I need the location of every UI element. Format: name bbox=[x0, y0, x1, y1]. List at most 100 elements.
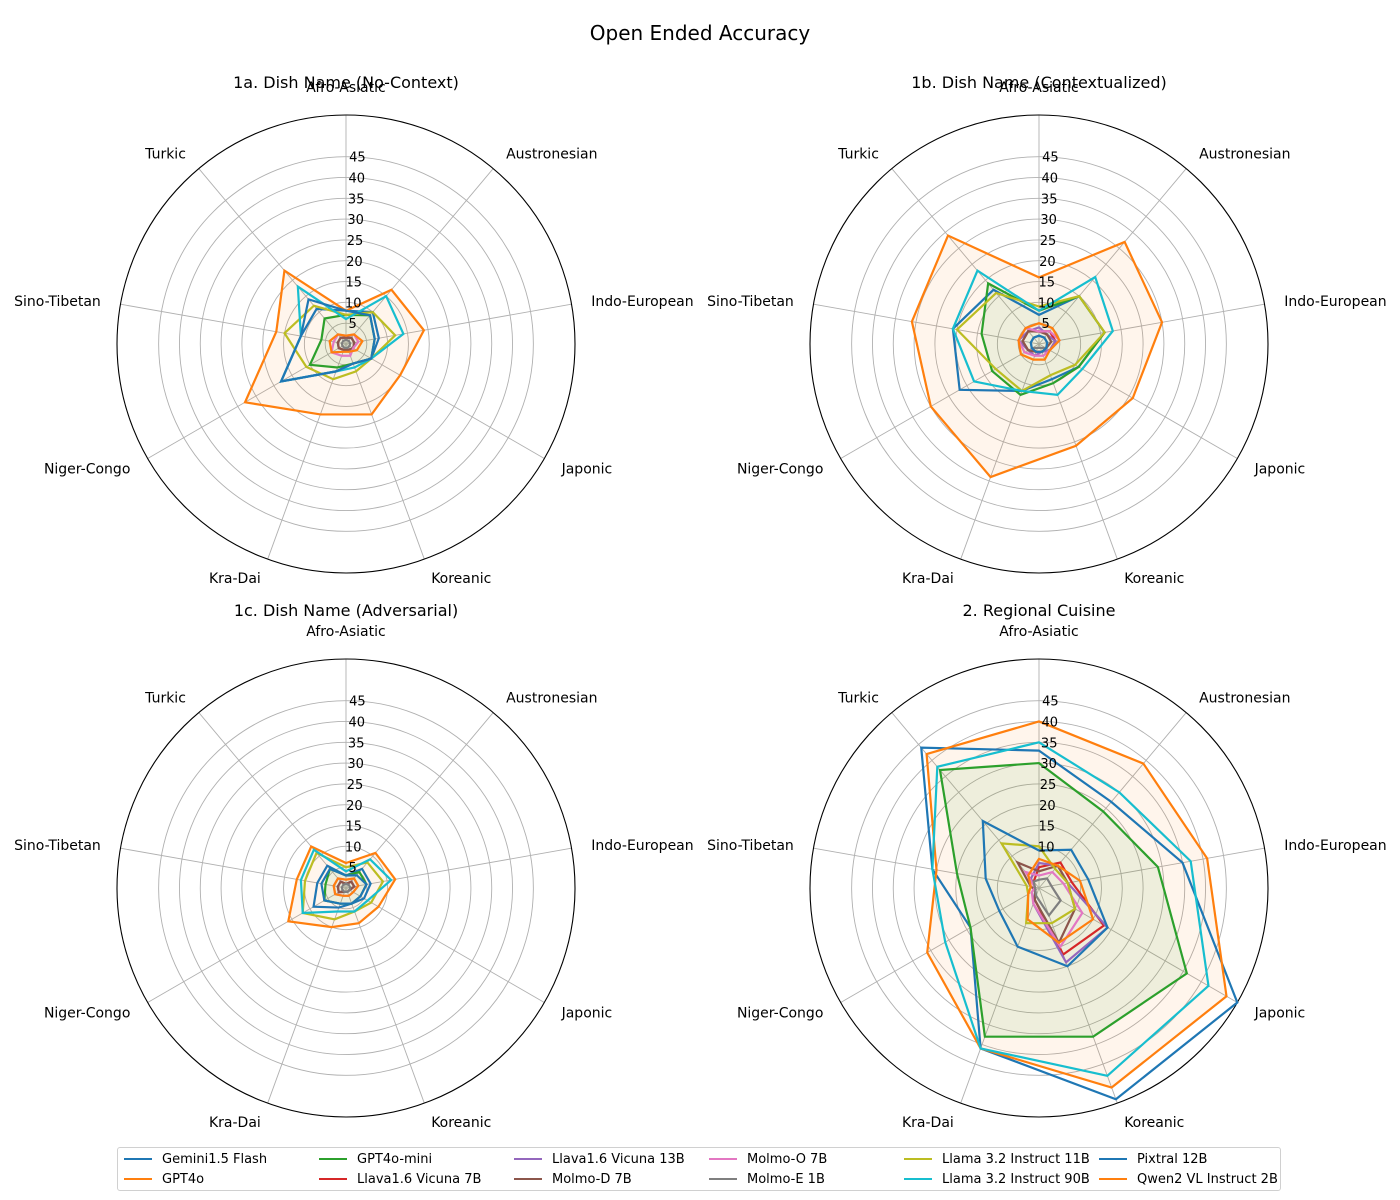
panel-title: 2. Regional Cuisine bbox=[963, 601, 1116, 620]
grid-spoke bbox=[840, 887, 1040, 1003]
category-label-japonic: Japonic bbox=[561, 462, 613, 478]
series-line-pixtral-12b bbox=[320, 867, 368, 905]
legend-swatch bbox=[1099, 1158, 1127, 1160]
radial-tick-label: 20 bbox=[346, 799, 363, 814]
grid-spoke bbox=[120, 847, 347, 889]
radial-tick-label: 30 bbox=[1040, 757, 1057, 772]
grid-spoke bbox=[813, 847, 1040, 889]
radial-tick-label: 25 bbox=[1040, 778, 1057, 793]
legend-item-llama-3-2-instruct-11b: Llama 3.2 Instruct 11B bbox=[904, 1149, 1090, 1169]
series-line-pixtral-12b bbox=[1029, 334, 1049, 353]
legend-label: Llava1.6 Vicuna 13B bbox=[552, 1151, 685, 1167]
legend-item-molmo-d-7b: Molmo-D 7B bbox=[514, 1169, 632, 1189]
category-label-austronesian: Austronesian bbox=[1199, 146, 1290, 162]
legend-swatch bbox=[514, 1178, 542, 1180]
radial-tick-label: 45 bbox=[349, 695, 366, 710]
legend-swatch bbox=[1099, 1178, 1127, 1180]
radial-tick-label: 30 bbox=[347, 213, 364, 228]
radial-tick-label: 35 bbox=[1041, 192, 1058, 207]
category-label-sino-tibetan: Sino-Tibetan bbox=[14, 838, 101, 854]
category-label-koreanic: Koreanic bbox=[1124, 1115, 1184, 1131]
category-label-austronesian: Austronesian bbox=[506, 146, 597, 162]
legend-label: Llama 3.2 Instruct 90B bbox=[942, 1171, 1090, 1187]
category-label-afro-asiatic: Afro-Asiatic bbox=[306, 624, 385, 640]
radar-panel-4: 10 15 20 25 30 35 40 45 Afro-Asiatic Austronesian… bbox=[707, 601, 1387, 1131]
legend-item-pixtral-12b: Pixtral 12B bbox=[1099, 1149, 1207, 1169]
series-line-gpt4o bbox=[925, 720, 1228, 1089]
grid-spoke bbox=[1038, 712, 1187, 889]
grid-spoke bbox=[1038, 847, 1265, 889]
category-label-indo-european: Indo-European bbox=[1284, 294, 1386, 310]
radar-panel-3: 5 10 15 20 25 30 35 40 45 Afro-Asiatic Austronesia… bbox=[14, 601, 694, 1131]
grid-spoke bbox=[1038, 343, 1238, 459]
legend-label: Gemini1.5 Flash bbox=[162, 1151, 268, 1167]
radial-tick-label: 40 bbox=[349, 716, 366, 731]
radial-tick-label: 20 bbox=[1039, 255, 1056, 270]
radial-tick-label: 5 bbox=[348, 317, 356, 332]
legend-label: Llava1.6 Vicuna 7B bbox=[357, 1171, 482, 1187]
radial-tick-label: 15 bbox=[1039, 820, 1056, 835]
series-line-llama-3-2-instruct-11b bbox=[955, 291, 1107, 393]
grid-spoke bbox=[891, 168, 1040, 345]
legend-label: Molmo-D 7B bbox=[552, 1171, 632, 1187]
series-line-molmo-e-1b bbox=[340, 338, 352, 350]
category-label-indo-european: Indo-European bbox=[591, 294, 693, 310]
radial-tick-label: 45 bbox=[349, 151, 366, 166]
category-label-koreanic: Koreanic bbox=[1124, 571, 1184, 587]
outer-ring bbox=[116, 658, 576, 1118]
legend-label: Llama 3.2 Instruct 11B bbox=[942, 1151, 1090, 1167]
legend-swatch bbox=[709, 1158, 737, 1160]
series-line-gpt4o bbox=[910, 234, 1164, 479]
category-label-kra-dai: Kra-Dai bbox=[209, 1115, 261, 1131]
series-line-molmo-d-7b bbox=[336, 336, 356, 351]
category-label-niger-congo: Niger-Congo bbox=[737, 1006, 823, 1022]
outer-ring bbox=[809, 114, 1269, 574]
category-label-kra-dai: Kra-Dai bbox=[209, 571, 261, 587]
grid-spoke bbox=[267, 887, 347, 1104]
legend-label: Qwen2 VL Instruct 2B bbox=[1137, 1171, 1278, 1187]
series-line-llama-3-2-instruct-90b bbox=[931, 741, 1210, 1077]
series-line-llama-3-2-instruct-90b bbox=[951, 269, 1115, 397]
legend-swatch bbox=[124, 1158, 152, 1160]
radial-tick-label: 15 bbox=[346, 820, 363, 835]
grid-spoke bbox=[345, 303, 572, 345]
series-line-gpt4o-mini bbox=[938, 761, 1189, 1038]
category-label-kra-dai: Kra-Dai bbox=[902, 1115, 954, 1131]
series-line-qwen2-vl-instruct-2b bbox=[1017, 322, 1061, 361]
legend-swatch bbox=[124, 1178, 152, 1180]
category-label-koreanic: Koreanic bbox=[431, 571, 491, 587]
legend-item-molmo-o-7b: Molmo-O 7B bbox=[709, 1149, 827, 1169]
legend-swatch bbox=[319, 1178, 347, 1180]
series-line-molmo-o-7b bbox=[330, 333, 360, 357]
category-label-koreanic: Koreanic bbox=[431, 1115, 491, 1131]
series-line-gpt4o bbox=[286, 845, 397, 929]
legend-item-molmo-e-1b: Molmo-E 1B bbox=[709, 1169, 825, 1189]
panel-title: 1b. Dish Name (Contextualized) bbox=[911, 73, 1167, 92]
legend-item-llama-3-2-instruct-90b: Llama 3.2 Instruct 90B bbox=[904, 1169, 1090, 1189]
radial-tick-label: 35 bbox=[348, 736, 365, 751]
series-line-qwen2-vl-instruct-2b bbox=[332, 877, 360, 897]
legend-item-gpt4o-mini: GPT4o-mini bbox=[319, 1149, 432, 1169]
legend-label: Molmo-E 1B bbox=[747, 1171, 825, 1187]
category-label-niger-congo: Niger-Congo bbox=[44, 1006, 130, 1022]
panel-title: 1c. Dish Name (Adversarial) bbox=[234, 601, 458, 620]
legend-swatch bbox=[904, 1178, 932, 1180]
category-label-afro-asiatic: Afro-Asiatic bbox=[999, 624, 1078, 640]
grid-spoke bbox=[198, 168, 347, 345]
category-label-sino-tibetan: Sino-Tibetan bbox=[14, 294, 101, 310]
radial-tick-label: 25 bbox=[347, 778, 364, 793]
radial-tick-label: 10 bbox=[345, 296, 362, 311]
grid-spoke bbox=[1038, 168, 1187, 345]
radial-tick-label: 15 bbox=[346, 276, 363, 291]
grid-spoke bbox=[891, 712, 1040, 889]
grid-spoke bbox=[120, 303, 347, 345]
category-label-turkic: Turkic bbox=[837, 146, 879, 162]
radial-tick-label: 40 bbox=[349, 172, 366, 187]
category-label-sino-tibetan: Sino-Tibetan bbox=[707, 838, 794, 854]
radial-tick-label: 20 bbox=[1039, 799, 1056, 814]
legend: Gemini1.5 Flash GPT4o GPT4o-mini Llava1.6 V… bbox=[117, 1147, 1281, 1191]
series-line-qwen2-vl-instruct-2b bbox=[1026, 857, 1095, 945]
legend-swatch bbox=[514, 1158, 542, 1160]
radial-tick-label: 45 bbox=[1042, 151, 1059, 166]
